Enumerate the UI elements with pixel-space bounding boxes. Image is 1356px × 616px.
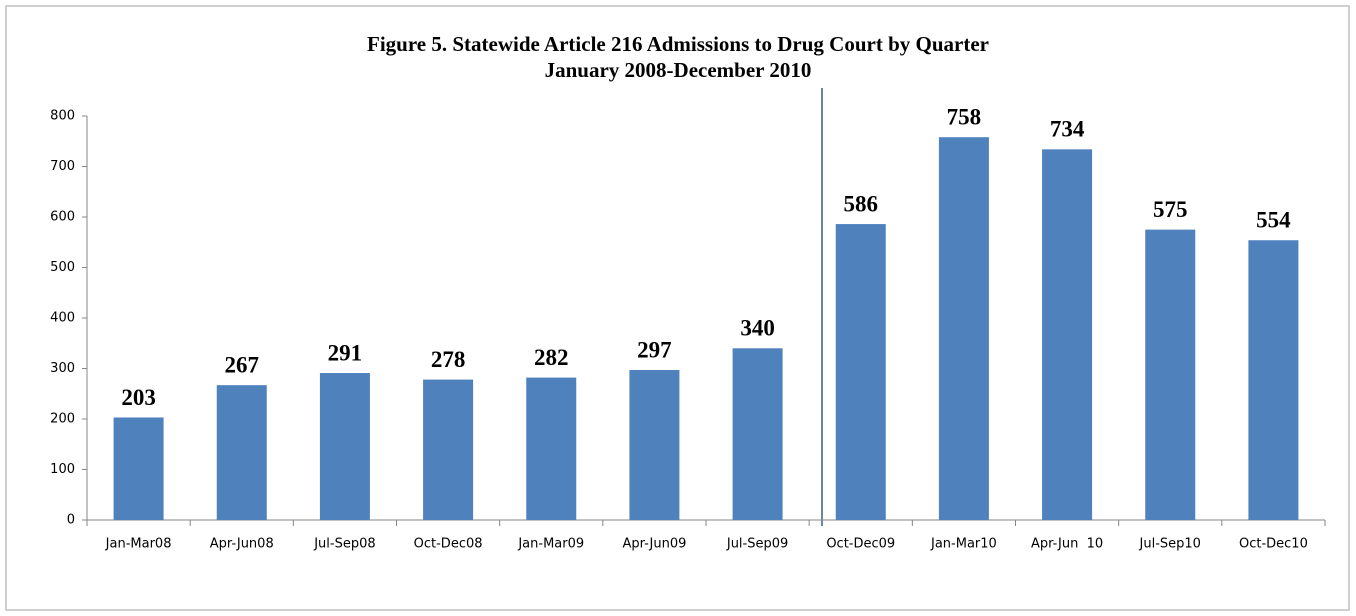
x-tick-label: Apr-Jun 10: [1031, 537, 1103, 552]
x-tick-label: Oct-Dec08: [414, 537, 483, 552]
value-label: 267: [225, 352, 260, 377]
y-tick-label: 600: [50, 210, 75, 225]
x-tick-label: Jan-Mar09: [517, 537, 584, 552]
bar: [113, 417, 164, 520]
value-label: 758: [947, 104, 982, 129]
bar: [835, 224, 886, 520]
x-tick-label: Jul-Sep09: [726, 537, 788, 552]
y-tick-label: 500: [50, 260, 75, 275]
y-tick-label: 200: [50, 412, 75, 427]
bar: [1248, 240, 1299, 521]
x-tick-label: Apr-Jun09: [622, 537, 686, 552]
x-tick-label: Jan-Mar10: [930, 537, 997, 552]
bar: [1042, 149, 1093, 520]
bar: [938, 137, 989, 520]
y-tick-label: 0: [67, 513, 75, 528]
bar: [1145, 229, 1196, 520]
x-tick-label: Oct-Dec10: [1239, 537, 1308, 552]
bar: [526, 377, 577, 520]
chart-subtitle: January 2008-December 2010: [545, 58, 812, 82]
value-label: 291: [328, 340, 363, 365]
y-tick-label: 700: [50, 159, 75, 174]
x-tick-label: Apr-Jun08: [210, 537, 274, 552]
chart-title: Figure 5. Statewide Article 216 Admissio…: [367, 32, 989, 56]
value-label: 554: [1256, 208, 1291, 233]
bar: [732, 348, 783, 520]
value-label: 575: [1153, 197, 1188, 222]
y-tick-label: 100: [50, 462, 75, 477]
value-label: 278: [431, 347, 466, 372]
bar: [319, 373, 370, 520]
y-tick-label: 400: [50, 311, 75, 326]
value-label: 340: [740, 316, 775, 341]
y-tick-label: 800: [50, 109, 75, 124]
bar: [423, 379, 474, 520]
x-tick-label: Jan-Mar08: [105, 537, 172, 552]
value-label: 297: [637, 337, 672, 362]
bar: [629, 370, 680, 520]
x-tick-label: Jul-Sep10: [1139, 537, 1201, 552]
value-label: 282: [534, 345, 569, 370]
value-label: 586: [844, 191, 879, 216]
value-label: 734: [1050, 117, 1085, 142]
value-label: 203: [121, 385, 156, 410]
bar: [216, 385, 267, 520]
x-tick-label: Oct-Dec09: [826, 537, 895, 552]
x-tick-label: Jul-Sep08: [313, 537, 375, 552]
y-tick-label: 300: [50, 361, 75, 376]
